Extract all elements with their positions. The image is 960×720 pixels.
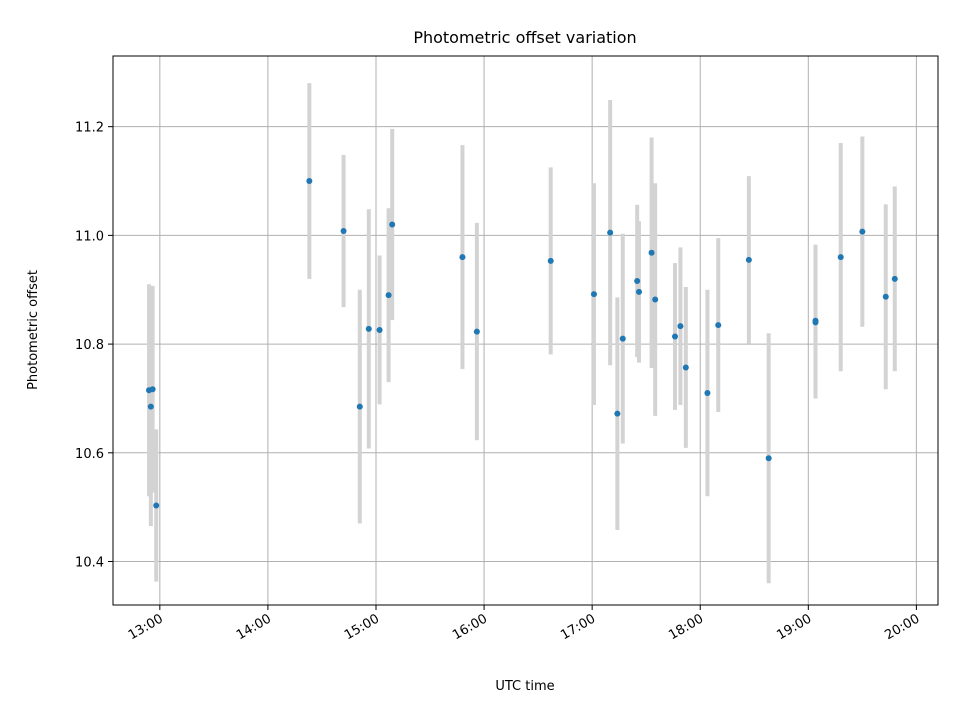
data-point [389, 221, 396, 228]
data-points [146, 178, 898, 509]
data-point [765, 455, 772, 462]
x-tick-label: 18:00 [666, 611, 706, 643]
data-point [704, 390, 711, 397]
data-point [715, 322, 722, 329]
plot-frame [112, 55, 939, 606]
x-tick-label: 20:00 [882, 611, 922, 643]
data-point [547, 257, 554, 264]
data-point [672, 333, 679, 340]
data-point [147, 403, 154, 410]
y-tick-label: 10.6 [75, 447, 104, 462]
data-point [652, 296, 659, 303]
data-point [149, 386, 156, 393]
y-tick-label: 10.4 [75, 556, 104, 571]
x-tick-label: 14:00 [234, 611, 274, 643]
x-tick-label: 17:00 [558, 611, 598, 643]
y-tick-label: 11.2 [75, 121, 104, 136]
data-point [459, 254, 466, 261]
error-bars [147, 83, 897, 584]
data-point [590, 291, 597, 298]
data-point [619, 335, 626, 342]
y-axis-ticks: 10.4 10.6 10.8 11.0 11.2 [75, 121, 113, 571]
data-point [648, 249, 655, 256]
x-tick-label: 16:00 [450, 611, 490, 643]
data-point [812, 317, 819, 324]
data-point [473, 328, 480, 335]
data-point [607, 229, 614, 236]
data-point [385, 292, 392, 299]
x-tick-label: 15:00 [342, 611, 382, 643]
data-point [882, 293, 889, 300]
data-point [837, 254, 844, 261]
y-axis-label: Photometric offset [26, 270, 41, 390]
x-axis-ticks: 13:00 14:00 15:00 16:00 17:00 18:00 19:00 20:00 [126, 605, 922, 643]
data-point [340, 228, 347, 235]
data-point [745, 256, 752, 263]
data-point [859, 228, 866, 235]
data-point [635, 288, 642, 295]
data-point [677, 323, 684, 330]
x-tick-label: 19:00 [774, 611, 814, 643]
chart-title: Photometric offset variation [413, 28, 636, 47]
data-point [153, 502, 160, 509]
data-point [306, 178, 313, 185]
data-point [365, 325, 372, 332]
x-axis-label: UTC time [495, 679, 554, 694]
y-tick-label: 11.0 [75, 229, 104, 244]
y-tick-label: 10.8 [75, 338, 104, 353]
data-point [614, 410, 621, 417]
data-point [682, 364, 689, 371]
data-point [634, 278, 641, 285]
x-tick-label: 13:00 [126, 611, 166, 643]
data-point [356, 403, 363, 410]
data-point [376, 326, 383, 333]
data-point [891, 275, 898, 282]
